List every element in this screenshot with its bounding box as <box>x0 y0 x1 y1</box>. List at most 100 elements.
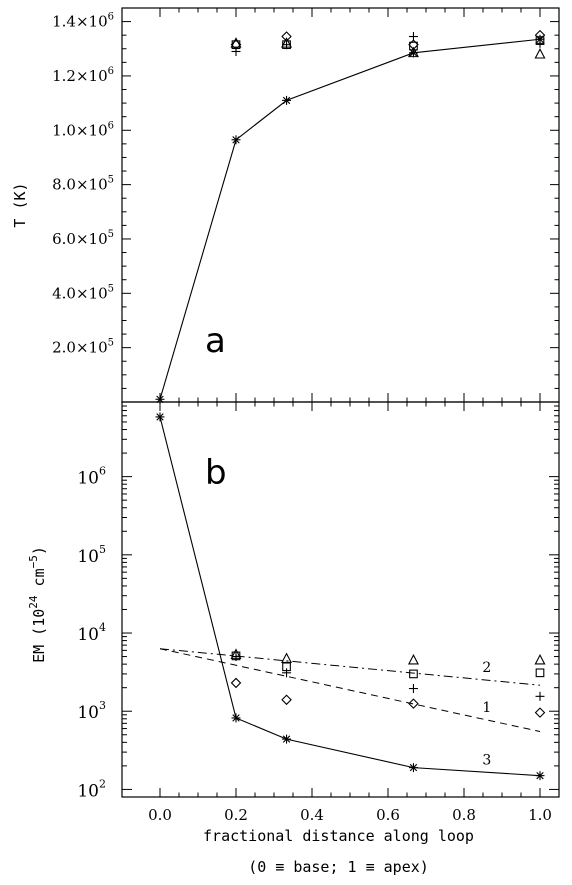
tick-exponent: 2 <box>99 777 106 790</box>
panel-b-asterisk-point-0-d2 <box>156 413 164 421</box>
panel-b-x-tick-label-5: 1.0 <box>528 806 552 824</box>
panel-b-diamond-point-3 <box>534 707 546 718</box>
panel-b-diamond-point-2-shape <box>408 698 419 709</box>
panel-a-temperature: 2.0×1054.0×1056.0×1058.0×1051.0×1061.2×1… <box>11 7 560 404</box>
panel-b-frame <box>121 401 560 798</box>
panel-a-frame <box>121 7 560 403</box>
panel-a-triangle-point-2-shape <box>407 46 419 58</box>
panel-a-asterisk-point-2 <box>282 95 292 105</box>
panel-b-asterisk-point-2-d2 <box>282 735 291 743</box>
panel-b-plus-point-1 <box>282 668 292 678</box>
panel-b-x-tick-label-1: 0.2 <box>224 806 248 824</box>
panel-b-triangle-point-3 <box>534 653 546 665</box>
tick-mantissa: 1.0×10 <box>52 121 108 139</box>
panel-a-triangle-point-2 <box>407 46 419 58</box>
panel-a-square-point-2-shape <box>409 41 418 51</box>
panel-b-diamond-point-0 <box>230 677 242 689</box>
panel-b-diamond-point-1-shape <box>281 694 292 706</box>
panel-b-y-tick-label-2: 104 <box>77 621 106 645</box>
panel-a-diamond-point-2-shape <box>408 39 419 50</box>
panel-b-diamond-point-2 <box>408 698 419 709</box>
tick-mantissa: 6.0×10 <box>52 230 108 248</box>
panel-a-y-tick-label-5: 1.2×106 <box>52 66 114 85</box>
panel-b-letter: b <box>205 453 227 493</box>
panel-b-asterisk-point-3-d2 <box>409 763 418 772</box>
panel-b-diamond-point-0-shape <box>230 677 242 689</box>
tick-exponent: 6 <box>108 66 114 77</box>
tick-exponent: 3 <box>99 699 106 712</box>
panel-b-asterisk-point-4-d2 <box>536 771 544 780</box>
tick-exponent: 5 <box>108 338 114 349</box>
panel-b-asterisk-point-4 <box>535 771 545 781</box>
panel-b-diamond-point-3-shape <box>534 707 546 718</box>
tick-base: 10 <box>77 469 99 489</box>
shared-axis-labels: fractional distance along loop (0 ≡ base;… <box>203 827 474 876</box>
panel-a-y-tick-label-4: 1.0×106 <box>52 120 114 139</box>
panel-b-asterisk-point-1-d2 <box>232 714 240 722</box>
panel-b-triangle-point-2 <box>407 653 419 665</box>
tick-exponent: 6 <box>99 465 106 478</box>
panel-b-plus-point-3 <box>535 691 545 701</box>
panel-a-asterisk-point-1-d2 <box>232 136 240 144</box>
panel-b-triangle-point-3-shape <box>534 653 546 665</box>
ylabel-part: EM (10 <box>30 609 48 663</box>
panel-a-asterisk-point-3-d2 <box>409 49 418 57</box>
panel-b-plus-point-2 <box>408 684 418 694</box>
panel-a-diamond-point-2 <box>408 39 419 50</box>
panel-b-y-tick-label-0: 102 <box>77 777 106 801</box>
panel-b-diamond-point-1 <box>281 694 292 706</box>
panel-b-y-axis-title: EM (1024 cm−5) <box>27 546 48 663</box>
panel-a-y-tick-label-0: 2.0×105 <box>52 338 114 357</box>
panel-a-y-tick-label-2: 6.0×105 <box>52 229 114 248</box>
panel-a-triangle-point-0-shape <box>230 37 242 48</box>
tick-exponent: 6 <box>108 120 114 131</box>
panel-b-square-point-2 <box>409 669 418 679</box>
panel-b-y-tick-label-3: 105 <box>77 543 106 567</box>
panel-a-y-tick-label-3: 8.0×105 <box>52 175 114 194</box>
panel-a-triangle-point-0 <box>230 37 242 48</box>
tick-exponent: 5 <box>99 543 106 556</box>
tick-base: 10 <box>77 781 99 801</box>
panel-a-square-point-3-shape <box>535 36 545 45</box>
tick-exponent: 4 <box>99 621 106 634</box>
panel-b-fit-line-1 <box>159 648 541 733</box>
panel-a-triangle-point-3-shape <box>534 48 546 59</box>
panel-b-fit-label-1: 1 <box>482 700 491 716</box>
tick-base: 10 <box>77 703 99 723</box>
tick-exponent: 5 <box>108 283 114 294</box>
tick-mantissa: 2.0×10 <box>52 339 108 357</box>
ylabel-exp: 24 <box>27 595 40 609</box>
tick-mantissa: 8.0×10 <box>52 176 108 194</box>
panel-b-series-label-3: 3 <box>482 752 491 768</box>
panel-a-square-point-3 <box>535 36 545 45</box>
panel-b-x-tick-label-4: 0.8 <box>452 806 476 824</box>
panel-a-diamond-point-3-shape <box>534 29 546 41</box>
panel-a-diamond-point-1-shape <box>281 31 292 42</box>
panel-a-square-point-2 <box>409 41 418 51</box>
tick-base: 10 <box>77 547 99 567</box>
panel-b-asterisk-point-0 <box>155 412 165 422</box>
panel-b-square-point-3 <box>535 668 545 678</box>
panel-b-x-tick-label-3: 0.6 <box>376 806 400 824</box>
panel-a-triangle-point-1 <box>281 37 293 48</box>
panel-a-y-tick-label-6: 1.4×106 <box>52 12 114 31</box>
panel-a-y-tick-label-1: 4.0×105 <box>52 283 114 302</box>
panel-b-x-tick-label-2: 0.4 <box>300 806 324 824</box>
x-axis-title: fractional distance along loop <box>203 827 474 845</box>
ylabel-exp: −5 <box>27 555 40 568</box>
panel-b-asterisk-point-3 <box>408 763 418 773</box>
panel-a-diamond-point-1 <box>281 31 292 42</box>
panel-b-plus-point-0 <box>231 652 241 662</box>
panel-a-y-axis-title: T (K) <box>11 182 29 227</box>
panel-b-square-point-2-shape <box>409 669 418 679</box>
ylabel-part: cm <box>30 568 48 595</box>
panel-a-diamond-point-3 <box>534 29 546 41</box>
tick-exponent: 6 <box>108 12 114 23</box>
tick-mantissa: 1.2×10 <box>52 67 108 85</box>
tick-base: 10 <box>77 625 99 645</box>
panel-a-asterisk-point-1 <box>231 135 241 145</box>
x-axis-subtitle: (0 ≡ base; 1 ≡ apex) <box>248 858 429 876</box>
ylabel-part: ) <box>30 546 48 555</box>
